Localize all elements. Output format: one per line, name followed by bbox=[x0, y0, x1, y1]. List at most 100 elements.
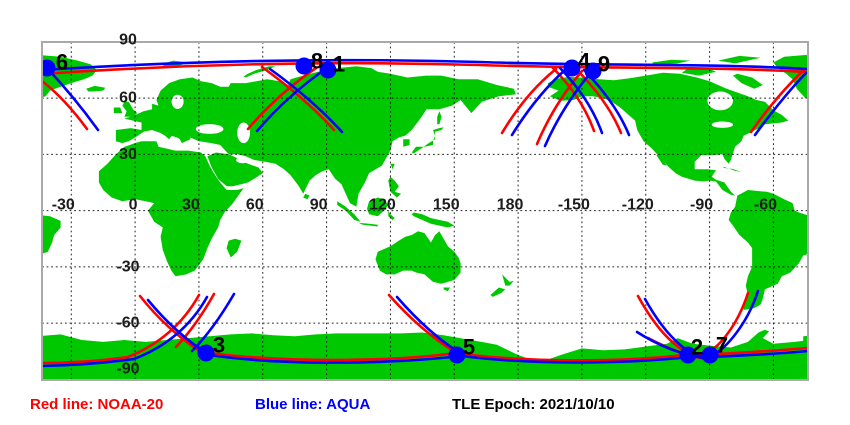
orbit-marker bbox=[584, 62, 602, 80]
ground-track-noaa20 bbox=[574, 67, 623, 135]
ground-track-noaa20 bbox=[550, 65, 596, 133]
land-polygon bbox=[42, 215, 61, 254]
land-polygon bbox=[803, 335, 808, 380]
land-polygon bbox=[718, 55, 761, 64]
ground-track-noaa20 bbox=[535, 69, 584, 146]
land-polygon bbox=[337, 201, 361, 222]
land-polygon bbox=[502, 274, 514, 286]
ground-track-noaa20 bbox=[500, 67, 558, 135]
land-polygon bbox=[0, 73, 22, 196]
lon-tick-label: -120 bbox=[622, 197, 654, 214]
lon-tick-label: -30 bbox=[52, 197, 75, 214]
orbit-marker-label: 6 bbox=[56, 50, 68, 75]
lat-tick-label: 60 bbox=[119, 90, 137, 107]
land-polygon bbox=[656, 154, 667, 166]
ground-track-aqua bbox=[635, 330, 706, 360]
land-polygon bbox=[113, 107, 123, 114]
lon-tick-label: 120 bbox=[369, 197, 396, 214]
ground-track-aqua bbox=[510, 67, 568, 137]
land-polygon bbox=[375, 231, 461, 284]
land-polygon bbox=[226, 238, 242, 258]
land-polygon bbox=[303, 193, 310, 200]
ground-track-noaa20 bbox=[749, 67, 807, 134]
lon-tick-label: 0 bbox=[129, 197, 138, 214]
land-polygon bbox=[773, 55, 808, 99]
map-frame bbox=[41, 41, 809, 381]
ground-track-noaa20 bbox=[174, 292, 216, 349]
orbit-marker bbox=[42, 59, 56, 77]
land-polygon bbox=[388, 210, 395, 220]
land-polygon bbox=[390, 163, 395, 170]
map-area bbox=[0, 42, 808, 380]
orbit-marker bbox=[679, 346, 697, 364]
land-polygon bbox=[728, 190, 808, 310]
orbit-marker bbox=[295, 57, 313, 75]
land-polygon bbox=[411, 212, 455, 228]
ground-track-noaa20 bbox=[260, 65, 336, 132]
land-polygon bbox=[115, 66, 517, 207]
orbit-marker-label: 8 bbox=[311, 49, 323, 74]
lat-tick-label: 90 bbox=[119, 32, 137, 49]
land-polygon bbox=[42, 329, 808, 380]
orbit-marker bbox=[701, 346, 719, 364]
land-polygon bbox=[722, 167, 742, 173]
lat-tick-label: -90 bbox=[116, 361, 139, 378]
lat-tick-label: -30 bbox=[116, 258, 139, 275]
ground-track-aqua bbox=[207, 353, 463, 364]
land-polygon bbox=[388, 176, 402, 198]
ground-track-noaa20 bbox=[42, 293, 201, 365]
ground-track-aqua bbox=[42, 295, 209, 368]
sea bbox=[237, 122, 251, 144]
orbit-marker-label: 7 bbox=[716, 333, 728, 358]
orbit-marker bbox=[563, 59, 581, 77]
land-polygon bbox=[42, 340, 44, 380]
land-polygon bbox=[443, 287, 450, 292]
orbit-marker-label: 3 bbox=[213, 333, 225, 358]
lon-tick-label: 150 bbox=[433, 197, 460, 214]
legend-aqua-label: Blue line: AQUA bbox=[255, 396, 371, 413]
lon-tick-label: 60 bbox=[246, 197, 264, 214]
lon-tick-label: 30 bbox=[182, 197, 200, 214]
ground-track-noaa20 bbox=[387, 293, 457, 354]
land-polygon bbox=[207, 152, 263, 187]
ground-track-aqua bbox=[459, 354, 692, 364]
land-polygon bbox=[411, 127, 444, 154]
lat-tick-label: 30 bbox=[119, 146, 137, 163]
land-polygon bbox=[243, 66, 276, 78]
orbit-marker bbox=[319, 61, 337, 79]
orbit-marker bbox=[448, 346, 466, 364]
legend-tle-epoch-label: TLE Epoch: 2021/10/10 bbox=[452, 396, 615, 413]
ground-track-aqua bbox=[558, 66, 604, 135]
ground-track-noaa20 bbox=[42, 61, 808, 76]
land-polygon bbox=[122, 101, 138, 117]
orbit-marker-label: 9 bbox=[598, 52, 610, 77]
land-polygon bbox=[152, 128, 174, 140]
land-polygon bbox=[367, 197, 389, 217]
lon-tick-label: 180 bbox=[497, 197, 524, 214]
lon-tick-label: 90 bbox=[310, 197, 328, 214]
land-polygon bbox=[490, 287, 506, 297]
lat-tick-label: -60 bbox=[116, 315, 139, 332]
land-polygon bbox=[437, 111, 442, 125]
sea bbox=[707, 91, 733, 111]
orbit-marker-label: 4 bbox=[578, 49, 591, 74]
orbit-marker-label: 2 bbox=[691, 335, 703, 360]
sea bbox=[195, 124, 224, 134]
land-polygon bbox=[175, 133, 191, 144]
legend-noaa20-label: Red line: NOAA-20 bbox=[30, 396, 164, 413]
land-polygon bbox=[358, 222, 378, 227]
ground-track-aqua bbox=[543, 69, 594, 148]
ground-track-noaa20 bbox=[246, 66, 318, 131]
land-polygon bbox=[403, 139, 410, 147]
lon-tick-label: -150 bbox=[558, 197, 590, 214]
land-polygon bbox=[733, 73, 763, 89]
land-polygon bbox=[86, 85, 106, 92]
ground-track-aqua bbox=[190, 292, 236, 353]
orbit-marker bbox=[197, 344, 215, 362]
orbit-marker-label: 1 bbox=[333, 52, 345, 77]
sea bbox=[236, 156, 249, 164]
land-polygon bbox=[98, 141, 244, 277]
lon-tick-label: -90 bbox=[690, 197, 713, 214]
